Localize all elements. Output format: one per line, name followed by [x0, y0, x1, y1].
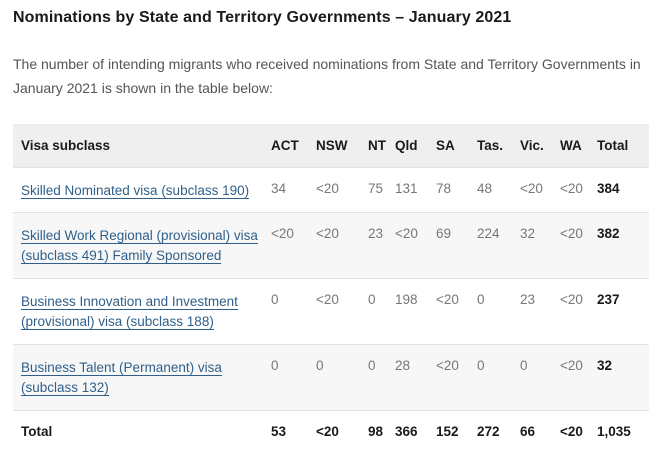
- header-qld: Qld: [395, 138, 418, 153]
- value-cell: <20: [520, 167, 560, 213]
- value-cell: 198: [395, 278, 436, 345]
- value-cell: <20: [316, 212, 368, 279]
- header-visa-subclass: Visa subclass: [21, 138, 111, 153]
- value-cell: 69: [436, 212, 477, 279]
- value-cell: 28: [395, 344, 436, 411]
- visa-name-cell: Skilled Work Regional (provisional) visa…: [13, 212, 271, 279]
- value-cell: <20: [316, 167, 368, 213]
- value-cell: 224: [477, 212, 520, 279]
- value-cell: <20: [560, 278, 597, 345]
- value-cell: 32: [520, 212, 560, 279]
- total-label: Total: [13, 410, 271, 455]
- value-cell: <20: [560, 167, 597, 213]
- table-row: Business Innovation and Investment (prov…: [13, 278, 649, 345]
- value-cell: 0: [477, 278, 520, 345]
- total-value-cell: 152: [436, 410, 477, 455]
- row-total-cell: 237: [597, 278, 649, 345]
- value-cell: 0: [271, 344, 316, 411]
- value-cell: 48: [477, 167, 520, 213]
- page-title: Nominations by State and Territory Gover…: [13, 9, 512, 26]
- total-value-cell: <20: [316, 410, 368, 455]
- value-cell: 0: [477, 344, 520, 411]
- total-value-cell: 66: [520, 410, 560, 455]
- header-sa: SA: [436, 138, 455, 153]
- header-tas: Tas.: [477, 138, 504, 153]
- value-cell: <20: [395, 212, 436, 279]
- row-total-cell: 32: [597, 344, 649, 411]
- value-cell: 0: [316, 344, 368, 411]
- visa-link-190[interactable]: Skilled Nominated visa (subclass 190): [21, 183, 250, 199]
- header-nt: NT: [368, 138, 386, 153]
- visa-link-132[interactable]: Business Talent (Permanent) visa (subcla…: [21, 360, 222, 396]
- total-value-cell: 366: [395, 410, 436, 455]
- value-cell: 131: [395, 167, 436, 213]
- value-cell: <20: [560, 344, 597, 411]
- value-cell: <20: [436, 344, 477, 411]
- visa-name-cell: Skilled Nominated visa (subclass 190): [13, 167, 271, 213]
- row-total-cell: 382: [597, 212, 649, 279]
- value-cell: <20: [271, 212, 316, 279]
- value-cell: 0: [520, 344, 560, 411]
- total-value-cell: 272: [477, 410, 520, 455]
- total-value-cell: <20: [560, 410, 597, 455]
- value-cell: 0: [271, 278, 316, 345]
- value-cell: 23: [520, 278, 560, 345]
- value-cell: <20: [560, 212, 597, 279]
- header-wa: WA: [560, 138, 582, 153]
- visa-link-491[interactable]: Skilled Work Regional (provisional) visa…: [21, 228, 258, 264]
- grand-total-cell: 1,035: [597, 410, 649, 455]
- value-cell: <20: [316, 278, 368, 345]
- header-total: Total: [597, 138, 629, 153]
- total-value-cell: 53: [271, 410, 316, 455]
- table-header-row: Visa subclass ACT NSW NT Qld SA Tas. Vic…: [13, 124, 649, 168]
- value-cell: 75: [368, 167, 395, 213]
- value-cell: 0: [368, 278, 395, 345]
- visa-link-188[interactable]: Business Innovation and Investment (prov…: [21, 294, 238, 330]
- value-cell: 23: [368, 212, 395, 279]
- value-cell: 34: [271, 167, 316, 213]
- header-vic: Vic.: [520, 138, 544, 153]
- visa-name-cell: Business Talent (Permanent) visa (subcla…: [13, 344, 271, 411]
- value-cell: 78: [436, 167, 477, 213]
- total-value-cell: 98: [368, 410, 395, 455]
- table-row: Skilled Work Regional (provisional) visa…: [13, 212, 649, 279]
- table-row: Skilled Nominated visa (subclass 190) 34…: [13, 167, 649, 213]
- value-cell: <20: [436, 278, 477, 345]
- value-cell: 0: [368, 344, 395, 411]
- table-row: Business Talent (Permanent) visa (subcla…: [13, 344, 649, 411]
- header-act: ACT: [271, 138, 299, 153]
- row-total-cell: 384: [597, 167, 649, 213]
- intro-text: The number of intending migrants who rec…: [13, 56, 641, 96]
- header-nsw: NSW: [316, 138, 348, 153]
- visa-name-cell: Business Innovation and Investment (prov…: [13, 278, 271, 345]
- table-total-row: Total 53 <20 98 366 152 272 66 <20 1,035: [13, 410, 649, 455]
- nominations-table: Visa subclass ACT NSW NT Qld SA Tas. Vic…: [13, 124, 649, 455]
